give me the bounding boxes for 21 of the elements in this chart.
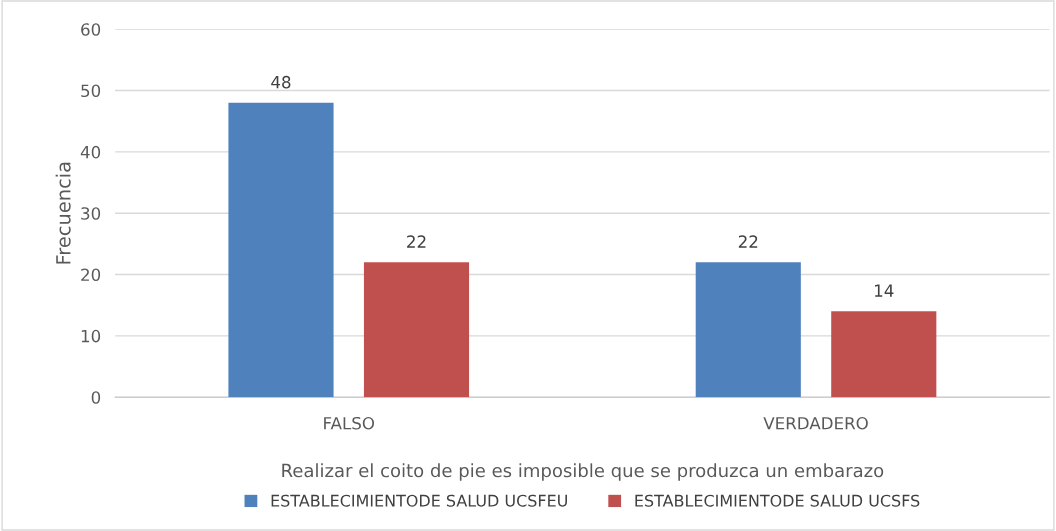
bar (228, 102, 334, 398)
bar (831, 311, 937, 398)
y-tick-label: 10 (81, 329, 101, 343)
data-label: 48 (271, 75, 291, 89)
y-tick-label: 40 (80, 145, 101, 159)
y-tick-label: 0 (91, 391, 101, 404)
x-tick-label: VERDADERO (763, 416, 868, 430)
legend-label: ESTABLECIMIENTODE SALUD UCSFS (635, 494, 920, 507)
bar (363, 262, 470, 398)
y-tick-label: 50 (81, 84, 101, 98)
data-label: 22 (407, 235, 426, 248)
y-axis-title: Frecuencia (55, 162, 71, 264)
legend-label: ESTABLECIMIENTODE SALUD UCSFEU (271, 494, 567, 507)
data-label: 22 (738, 235, 758, 248)
bar (695, 262, 801, 398)
y-tick-label: 60 (81, 23, 101, 36)
x-tick-label: FALSO (324, 416, 375, 430)
x-axis-title: Realizar el coito de pie es imposible que se produzca un embarazo (282, 463, 884, 481)
y-tick-label: 20 (81, 268, 101, 282)
y-tick-label: 30 (81, 207, 101, 220)
data-label: 14 (875, 284, 894, 297)
